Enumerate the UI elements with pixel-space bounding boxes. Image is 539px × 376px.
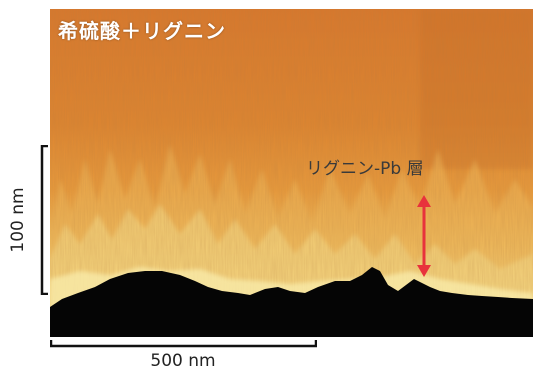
micrograph-image	[50, 9, 533, 337]
vertical-scale-label: 100 nm	[8, 187, 28, 253]
horizontal-scale-label: 500 nm	[150, 351, 216, 371]
double-arrow-icon	[417, 195, 431, 277]
vertical-scale-bar	[40, 145, 48, 295]
image-title: 希硫酸＋リグニン	[58, 19, 226, 43]
afm-micrograph: 希硫酸＋リグニン	[50, 9, 533, 337]
horizontal-scale-bar	[50, 340, 317, 348]
lignin-pb-layer-label: リグニン-Pb 層	[306, 159, 424, 179]
